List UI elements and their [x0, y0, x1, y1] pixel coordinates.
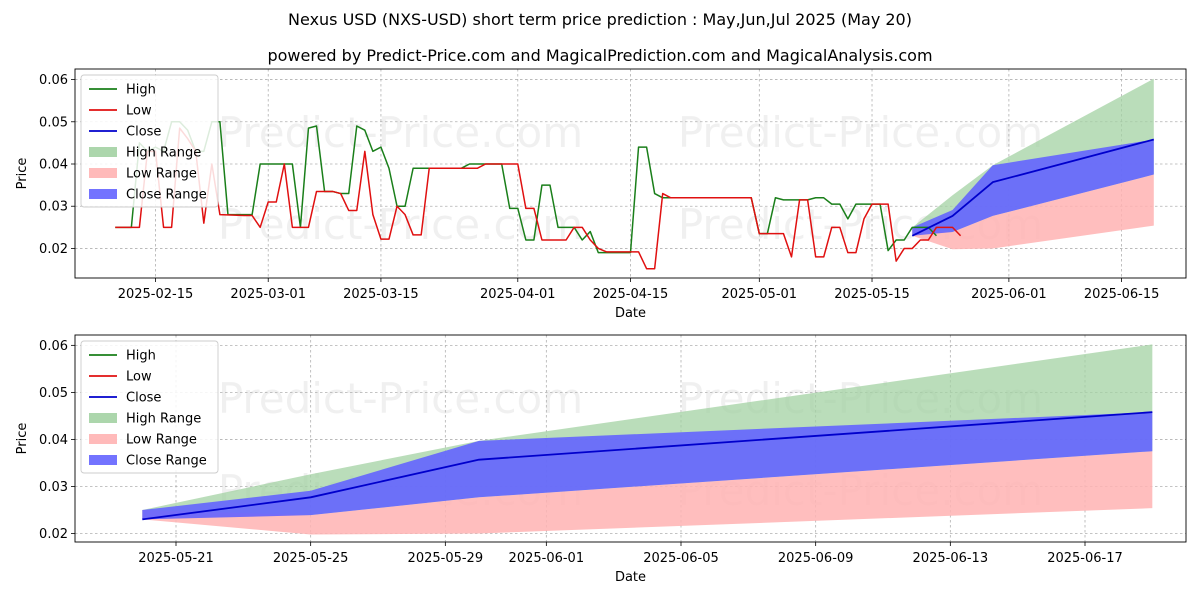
x-tick-label: 2025-03-01 — [230, 287, 306, 302]
watermark-text: Predict-Price.com — [678, 108, 1043, 157]
legend: High Low Close High Range Low Range Close Ran… — [80, 340, 219, 474]
x-tick-label: 2025-05-21 — [138, 551, 214, 566]
x-tick-label: 2025-06-05 — [643, 551, 719, 566]
chart-title: Nexus USD (NXS-USD) short term price pre… — [288, 10, 912, 29]
legend-label: Close Range — [126, 454, 207, 469]
chart-subtitle: powered by Predict-Price.com and Magical… — [267, 46, 933, 65]
y-tick-label: 0.05 — [39, 386, 68, 401]
x-axis-label: Date — [615, 306, 646, 321]
x-tick-label: 2025-06-15 — [1084, 287, 1160, 302]
legend-label: Low Range — [126, 433, 197, 448]
watermark-text: Predict-Price.com — [218, 374, 583, 423]
legend-label: Close — [126, 125, 161, 140]
y-tick-label: 0.03 — [39, 200, 68, 215]
close-range-band — [142, 412, 1153, 520]
x-tick-label: 2025-02-15 — [118, 287, 194, 302]
legend-label: Close Range — [126, 188, 207, 203]
legend-label: Close — [126, 391, 161, 406]
close-range-band — [912, 139, 1154, 236]
legend-label: High Range — [126, 412, 201, 427]
legend-label: High Range — [126, 146, 201, 161]
low-range-band — [142, 451, 1153, 535]
legend-swatch-low_range — [89, 434, 117, 444]
bottom-panel: Predict-Price.comPredict-Price.comPredic… — [15, 334, 1187, 585]
x-tick-label: 2025-06-09 — [778, 551, 854, 566]
x-tick-label: 2025-06-17 — [1047, 551, 1123, 566]
legend-label: High — [126, 83, 156, 98]
x-tick-label: 2025-06-13 — [913, 551, 989, 566]
y-tick-label: 0.06 — [39, 73, 68, 88]
legend-swatch-low_range — [89, 168, 117, 178]
low-series-line — [115, 127, 962, 270]
plot-frame — [74, 334, 1187, 543]
watermark-text: Predict-Price.com — [218, 200, 583, 249]
legend-swatch-close_range — [89, 189, 117, 199]
x-tick-label: 2025-05-15 — [834, 287, 910, 302]
y-axis-label: Price — [15, 158, 30, 190]
legend: High Low Close High Range Low Range Close Ran… — [80, 74, 219, 208]
legend-label: Low Range — [126, 167, 197, 182]
legend-swatch-close_range — [89, 455, 117, 465]
legend-swatch-high_range — [89, 413, 117, 423]
x-tick-label: 2025-05-25 — [273, 551, 349, 566]
watermark-text: Predict-Price.com — [218, 108, 583, 157]
legend-swatch-high_range — [89, 147, 117, 157]
y-tick-label: 0.03 — [39, 480, 68, 495]
legend-label: High — [126, 349, 156, 364]
close-series-line — [911, 138, 1155, 237]
y-tick-label: 0.04 — [39, 158, 68, 173]
x-axis-label: Date — [615, 570, 646, 585]
top-panel: Predict-Price.com Predict-Price.com Predic… — [15, 68, 1187, 321]
x-tick-label: 2025-06-01 — [509, 551, 585, 566]
legend-label: Low — [126, 370, 152, 385]
y-axis-label: Price — [15, 423, 30, 455]
close-series-line — [142, 411, 1153, 521]
low-range-band — [912, 174, 1154, 250]
x-tick-label: 2025-03-15 — [343, 287, 419, 302]
legend-label: Low — [126, 104, 152, 119]
y-tick-label: 0.02 — [39, 527, 68, 542]
x-tick-label: 2025-06-01 — [971, 287, 1047, 302]
x-tick-label: 2025-04-15 — [593, 287, 669, 302]
top-data — [115, 78, 1155, 270]
y-tick-label: 0.06 — [39, 339, 68, 354]
bottom-data — [142, 344, 1153, 535]
x-tick-label: 2025-04-01 — [480, 287, 556, 302]
y-tick-label: 0.02 — [39, 242, 68, 257]
y-tick-label: 0.05 — [39, 115, 68, 130]
x-tick-label: 2025-05-29 — [408, 551, 484, 566]
x-tick-label: 2025-05-01 — [722, 287, 798, 302]
y-tick-label: 0.04 — [39, 433, 68, 448]
